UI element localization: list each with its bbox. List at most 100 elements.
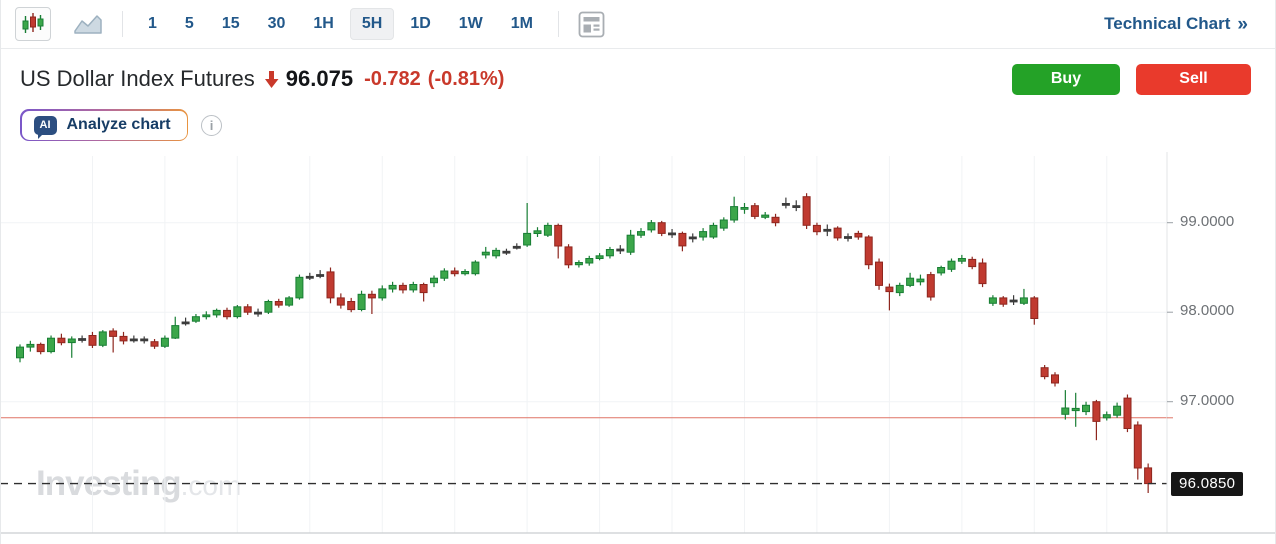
candle <box>1019 288 1028 305</box>
candle <box>802 193 811 229</box>
candle <box>719 217 728 231</box>
candle <box>295 274 304 300</box>
candle <box>1133 421 1142 480</box>
candle <box>450 267 459 277</box>
timeframe-button-30[interactable]: 30 <box>256 8 298 40</box>
timeframe-button-15[interactable]: 15 <box>210 8 252 40</box>
instrument-title: US Dollar Index Futures <box>20 66 255 91</box>
candle <box>160 335 169 348</box>
timeframe-button-1W[interactable]: 1W <box>447 8 495 40</box>
technical-chart-link[interactable]: Technical Chart » <box>1104 14 1248 34</box>
candle <box>98 330 107 348</box>
chart-toolbar: 1 5 15 30 1H 5H 1D 1W 1M Technical Chart » <box>0 0 1276 49</box>
technical-chart-label: Technical Chart <box>1104 14 1231 33</box>
candle <box>57 333 66 346</box>
timeframe-button-5[interactable]: 5 <box>173 8 206 40</box>
timeframe-button-1H[interactable]: 1H <box>301 8 345 40</box>
timeframe-button-1M[interactable]: 1M <box>499 8 545 40</box>
candle <box>202 311 211 320</box>
candlestick-chart-type-button[interactable] <box>15 7 51 41</box>
candle <box>1030 296 1039 325</box>
candle <box>26 340 35 352</box>
candle <box>378 285 387 301</box>
watermark-suffix: .com <box>180 470 242 501</box>
candle <box>533 227 542 237</box>
candle <box>957 254 966 264</box>
candle <box>347 297 356 313</box>
timeframe-button-1D[interactable]: 1D <box>398 8 442 40</box>
candle <box>823 224 832 237</box>
candlestick-icon <box>22 12 44 36</box>
candle <box>1040 365 1049 380</box>
candle <box>440 268 449 281</box>
candle <box>264 299 273 314</box>
candle <box>398 282 407 294</box>
candle <box>968 256 977 270</box>
info-icon[interactable]: i <box>201 114 223 136</box>
candle <box>730 196 739 223</box>
candle <box>678 231 687 252</box>
ai-badge-icon: AI <box>33 115 57 139</box>
candle <box>1102 411 1111 421</box>
candle <box>864 235 873 270</box>
trade-buttons: Buy Sell <box>1012 63 1251 95</box>
candle <box>740 203 749 214</box>
candle <box>875 258 883 290</box>
candle <box>988 295 997 306</box>
candle <box>750 203 759 220</box>
candle <box>243 304 252 315</box>
candle <box>109 328 118 353</box>
price-change: -0.782 <box>364 67 421 90</box>
last-price-axis-badge: 96.0850 <box>1171 471 1244 496</box>
candle <box>885 283 894 311</box>
vertical-gridlines <box>92 156 1108 533</box>
chevron-right-double-icon: » <box>1237 13 1248 35</box>
candle <box>67 336 76 358</box>
candle <box>481 246 490 259</box>
candle <box>512 243 521 250</box>
sell-button[interactable]: Sell <box>1136 63 1251 95</box>
candle <box>844 233 852 242</box>
timeframe-button-1[interactable]: 1 <box>136 8 169 40</box>
candle <box>502 248 511 255</box>
candle <box>761 212 770 220</box>
candle <box>637 228 645 238</box>
news-icon <box>578 11 605 38</box>
ai-analyze-bar: AI Analyze chart i <box>20 109 223 141</box>
candle <box>657 220 666 237</box>
candle <box>906 272 915 288</box>
candle <box>812 222 821 236</box>
candle <box>999 296 1008 307</box>
candle <box>647 220 656 233</box>
timeframe-button-5H[interactable]: 5H <box>349 8 395 40</box>
news-button[interactable] <box>572 7 611 41</box>
area-chart-type-button[interactable] <box>67 7 109 41</box>
candle <box>88 331 97 348</box>
candle <box>274 298 283 308</box>
candle <box>854 230 863 240</box>
candle <box>1144 463 1153 493</box>
candlestick-series <box>16 193 1153 493</box>
candle <box>1092 399 1101 441</box>
candle <box>36 342 45 355</box>
analyze-chart-button[interactable]: AI Analyze chart <box>20 109 189 141</box>
candle <box>191 314 200 323</box>
candle <box>1009 295 1018 305</box>
y-axis-label: 98.0000 <box>1180 302 1235 320</box>
candle <box>833 226 842 241</box>
candle <box>978 258 987 288</box>
candle <box>781 197 790 209</box>
candle <box>1113 402 1122 418</box>
candle <box>1061 390 1070 420</box>
candle <box>492 247 501 259</box>
timeframe-selector: 1 5 15 30 1H 5H 1D 1W 1M <box>136 8 545 40</box>
candle <box>1123 394 1132 433</box>
buy-button[interactable]: Buy <box>1012 63 1120 95</box>
candle <box>585 255 594 266</box>
candle <box>409 281 418 293</box>
candlestick-chart[interactable]: Investing .com 96.0850 99.0000 98.0000 97.… <box>0 152 1276 544</box>
candle <box>1071 392 1080 427</box>
y-axis-label: 99.0000 <box>1180 212 1235 230</box>
candle <box>543 222 552 237</box>
candle <box>937 265 946 276</box>
